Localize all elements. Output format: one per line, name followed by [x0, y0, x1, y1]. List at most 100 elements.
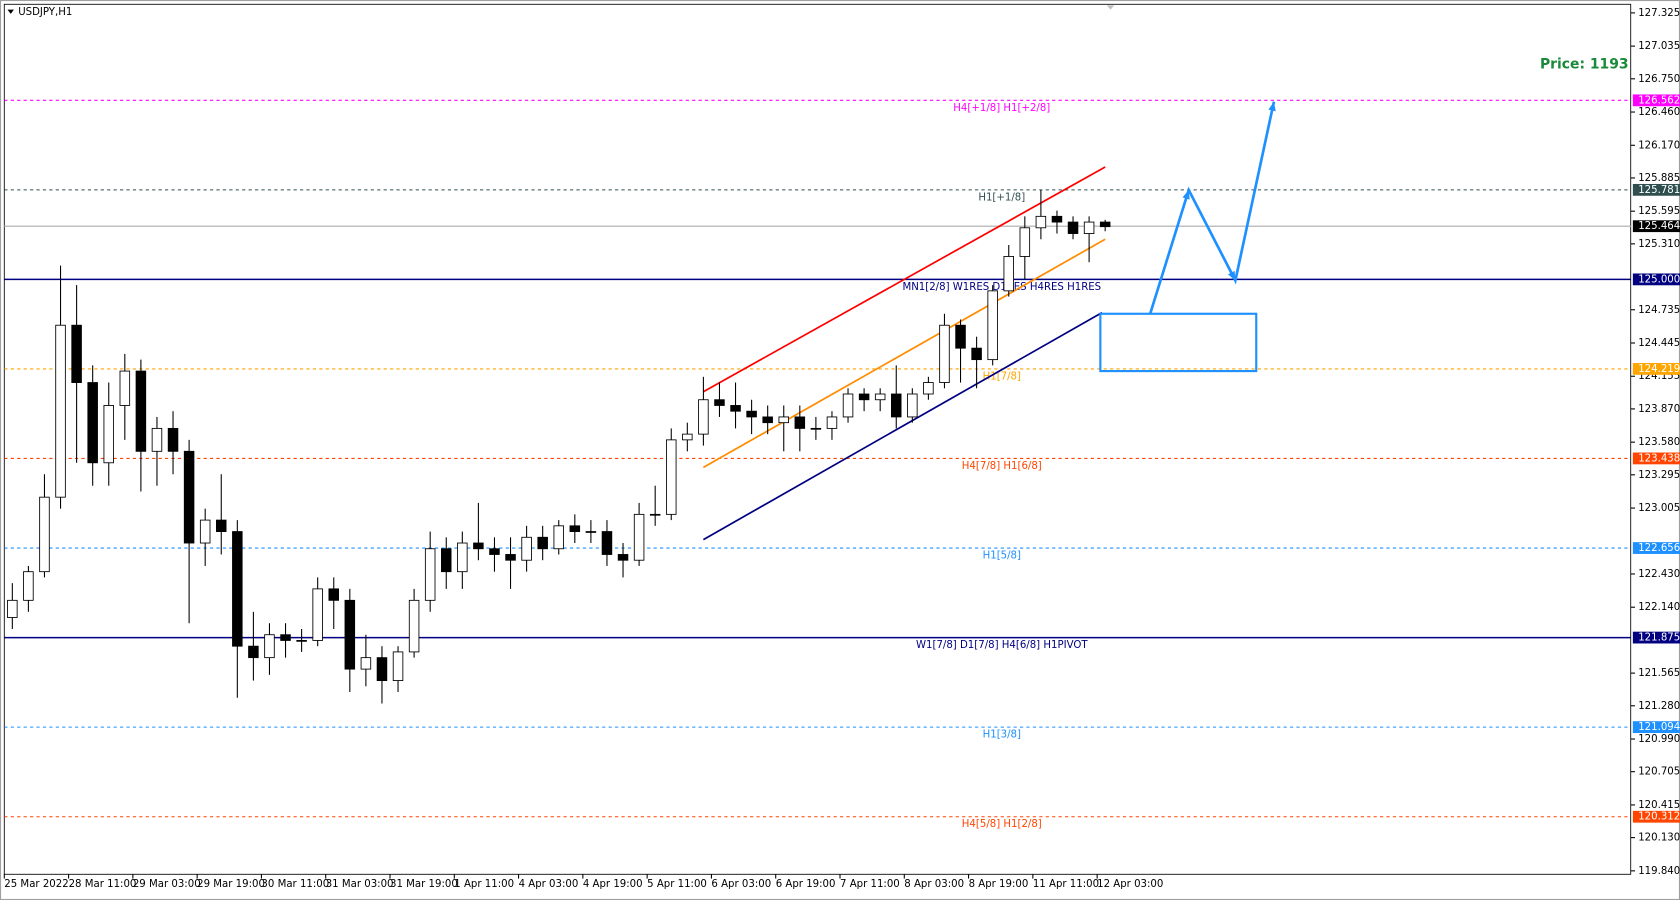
x-tick-label: 7 Apr 11:00	[840, 879, 900, 890]
candle-body	[794, 416, 806, 429]
candle-body	[441, 548, 452, 573]
candle-body	[55, 324, 66, 498]
level-price-box	[1632, 363, 1680, 375]
candle-body	[344, 599, 356, 670]
y-tick-label: 127.035	[1638, 41, 1680, 52]
candle-body	[521, 536, 532, 561]
level-label: H1[+1/8]	[978, 192, 1025, 203]
candle-body	[762, 416, 773, 424]
candle-body	[746, 410, 757, 418]
candle-body	[216, 519, 227, 532]
x-tick-label: 6 Apr 19:00	[776, 879, 836, 890]
x-tick-label: 31 Mar 19:00	[390, 879, 458, 890]
y-tick-label: 125.595	[1638, 206, 1680, 217]
level-label: H4[+1/8] H1[+2/8]	[953, 103, 1050, 114]
level-price-label: 124.219	[1638, 364, 1680, 375]
x-tick-label: 25 Mar 2022	[4, 879, 68, 890]
x-tick-label: 28 Mar 11:00	[69, 879, 137, 890]
candle-body	[71, 324, 82, 383]
candle-body	[23, 571, 34, 601]
candle-body	[248, 645, 259, 659]
candle-body	[183, 450, 195, 544]
level-price-label: 125.781	[1638, 185, 1680, 196]
level-price-box	[1632, 631, 1680, 644]
level-label: H1[3/8]	[983, 730, 1021, 741]
level-price-label: 125.000	[1638, 274, 1680, 285]
symbol-title: USDJPY,H1	[18, 7, 72, 18]
x-tick-label: 5 Apr 11:00	[647, 879, 707, 890]
candle-body	[328, 588, 339, 601]
candle-body	[39, 496, 50, 573]
candle-body	[553, 525, 564, 550]
candle-body	[907, 393, 918, 418]
candle-body	[489, 548, 500, 555]
y-tick-label: 120.705	[1638, 767, 1680, 778]
y-tick-label: 119.840	[1638, 866, 1680, 877]
x-tick-label: 1 Apr 11:00	[454, 879, 514, 890]
candle-body	[199, 519, 211, 544]
level-price-label: 126.562	[1638, 95, 1680, 106]
level-label: H1[5/8]	[983, 551, 1021, 562]
candle-body	[360, 657, 372, 670]
y-tick-label: 123.005	[1638, 503, 1680, 514]
candle-body	[778, 416, 789, 424]
candle-body	[633, 513, 645, 561]
y-tick-label: 123.870	[1638, 404, 1680, 415]
candle-body	[730, 405, 741, 412]
candle-body	[232, 531, 243, 647]
price-annotation: Price: 1193	[1540, 56, 1629, 72]
candle-body	[682, 433, 693, 441]
candle-body	[424, 548, 436, 601]
candle-body	[617, 554, 629, 561]
level-price-label: 120.312	[1638, 812, 1680, 823]
candle-body	[1083, 221, 1095, 234]
y-tick-label: 122.140	[1638, 602, 1680, 613]
candle-body	[987, 290, 998, 361]
y-tick-label: 127.325	[1638, 8, 1680, 19]
candle-body	[569, 525, 581, 532]
y-tick-label: 124.735	[1638, 305, 1680, 316]
menu-triangle[interactable]	[7, 9, 14, 14]
candle-body	[810, 427, 822, 430]
x-tick-label: 30 Mar 11:00	[261, 879, 329, 890]
y-tick-label: 124.445	[1638, 338, 1680, 349]
candle-body	[585, 531, 597, 533]
y-tick-label: 120.990	[1638, 734, 1680, 745]
y-tick-label: 120.130	[1638, 833, 1680, 844]
candle-body	[151, 427, 163, 452]
candle-body	[842, 393, 854, 418]
x-tick-label: 12 Apr 03:00	[1097, 879, 1163, 890]
candle-body	[392, 651, 404, 681]
x-tick-label: 11 Apr 11:00	[1033, 879, 1099, 890]
candle-body	[312, 588, 323, 641]
y-tick-label: 123.580	[1638, 437, 1680, 448]
candle-body	[376, 657, 388, 681]
candle-body	[119, 370, 131, 406]
candle-body	[1067, 221, 1079, 234]
x-tick-label: 8 Apr 03:00	[904, 879, 964, 890]
target-zone	[1099, 312, 1258, 373]
candle-body	[280, 634, 291, 641]
level-price-label: 125.464	[1638, 221, 1680, 232]
level-price-label: 121.094	[1638, 722, 1680, 733]
y-tick-label: 126.750	[1638, 74, 1680, 85]
candle-body	[87, 382, 98, 464]
arrow-head	[1268, 101, 1276, 112]
candle-body	[167, 427, 179, 452]
candle-body	[457, 542, 468, 573]
candle-body	[473, 542, 484, 550]
candle-body	[698, 399, 709, 435]
x-tick-label: 4 Apr 03:00	[519, 879, 579, 890]
candle-body	[955, 324, 966, 349]
arrow-head	[1227, 270, 1236, 281]
level-price-box	[1632, 94, 1680, 107]
candle-body	[649, 513, 661, 516]
projection-path	[1148, 101, 1276, 315]
y-tick-label: 126.460	[1638, 107, 1680, 118]
level-price-box	[1632, 721, 1680, 734]
level-price-box	[1632, 452, 1680, 465]
candle-body	[135, 370, 147, 452]
level-price-box	[1632, 220, 1680, 233]
